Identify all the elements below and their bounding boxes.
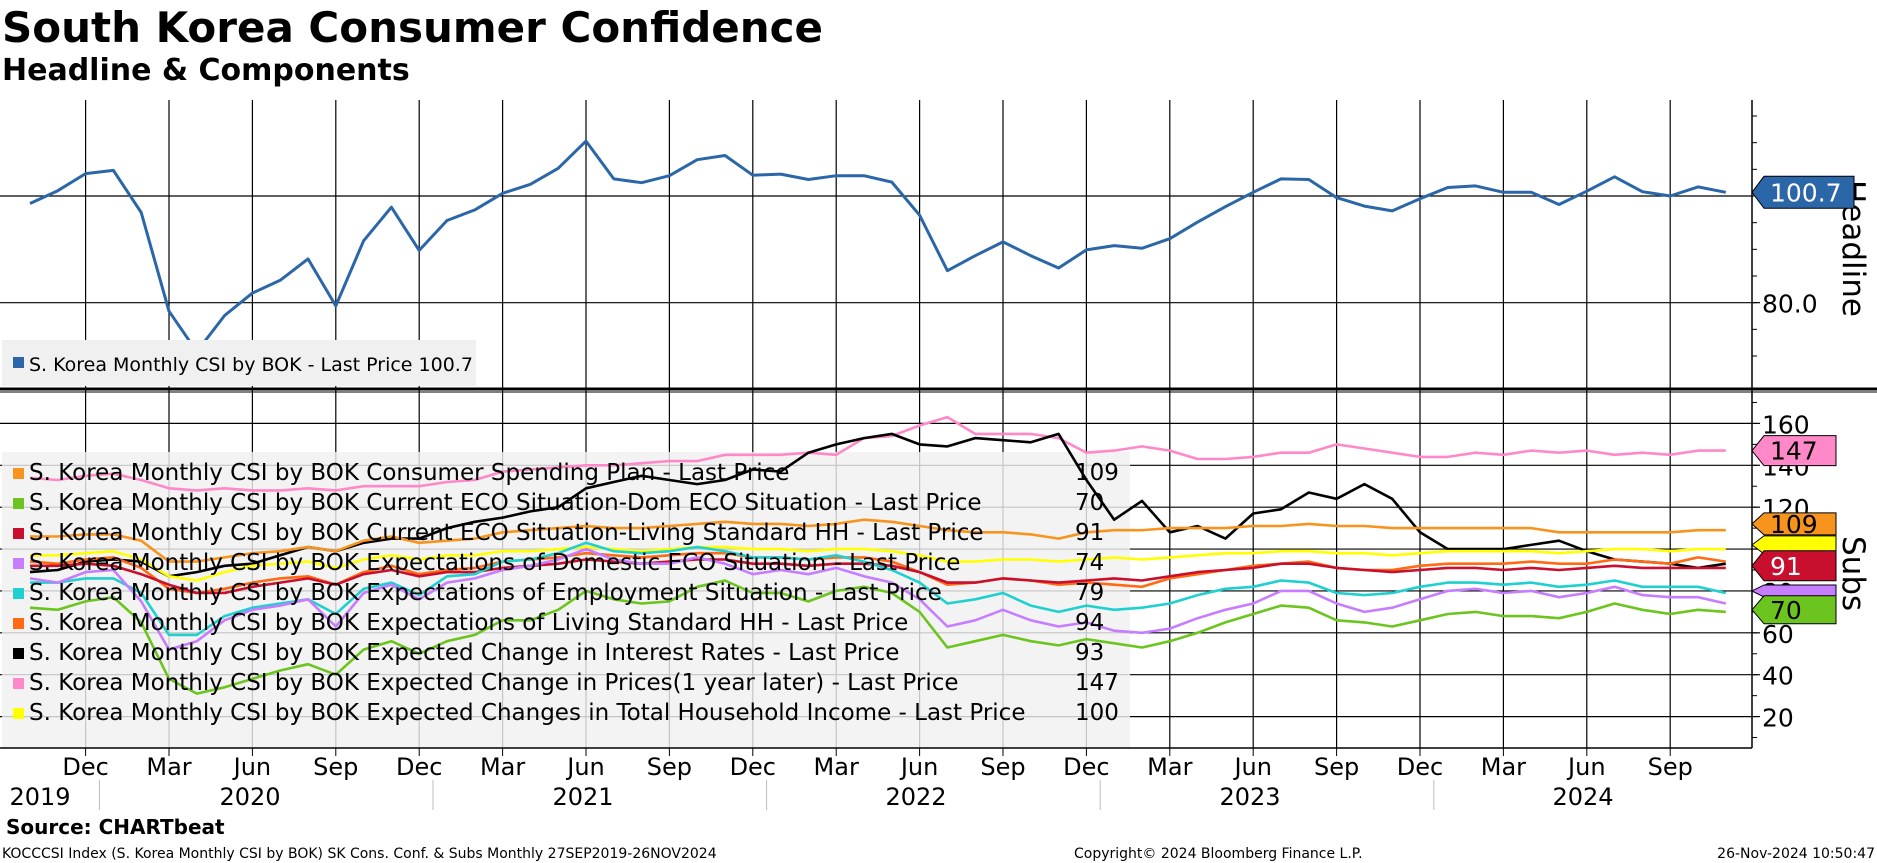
legend-swatch	[13, 468, 24, 479]
legend-swatch	[13, 618, 24, 629]
series-line-s-korea-monthly-csi-by-bok-expectations-of-employment-situation	[30, 541, 1727, 637]
x-month-label: Mar	[814, 753, 859, 781]
x-month-label: Dec	[396, 753, 442, 781]
x-year-label: 2021	[552, 783, 613, 811]
legend-swatch	[13, 588, 24, 599]
last-value-tag: 70	[1751, 595, 1837, 625]
headline-legend-label: S. Korea Monthly CSI by BOK - Last Price…	[29, 354, 473, 376]
x-month-label: Dec	[1397, 753, 1443, 781]
x-month-label: Sep	[1314, 753, 1359, 781]
last-value-tag-text: 100.7	[1770, 178, 1842, 207]
x-month-label: Jun	[1566, 753, 1606, 781]
legend-label-6: S. Korea Monthly CSI by BOK Expected Cha…	[29, 640, 899, 666]
last-value-tag	[1750, 584, 1837, 598]
x-month-label: Sep	[980, 753, 1025, 781]
chart-subtitle: Headline & Components	[2, 53, 410, 88]
series-line-s-korea-monthly-csi-by-bok-expectations-of-domestic-eco-situation	[29, 547, 1727, 651]
series-line-s-korea-monthly-csi-by-bok-expectations-of-living-standard-hh	[29, 551, 1726, 595]
headline-legend-box	[2, 340, 476, 386]
legend-swatch	[13, 498, 24, 509]
x-month-label: Mar	[1147, 753, 1192, 781]
series-line-s-korea-monthly-csi-by-bok	[29, 139, 1727, 354]
legend-label-1: S. Korea Monthly CSI by BOK Current ECO …	[29, 490, 982, 516]
series-line-s-korea-monthly-csi-by-bok-consumer-spending-plan	[30, 518, 1726, 563]
legend-label-5: S. Korea Monthly CSI by BOK Expectations…	[29, 610, 908, 636]
x-month-label: Dec	[730, 753, 776, 781]
legend-value-8: 100	[1075, 700, 1119, 726]
subs-axis-title: Subs	[1835, 536, 1871, 611]
last-value-tag-text: 70	[1770, 596, 1802, 625]
x-month-label: Jun	[565, 753, 605, 781]
legend-value-2: 91	[1075, 520, 1104, 546]
x-year-label: 2022	[885, 783, 946, 811]
y-tick-label: 160	[1762, 410, 1810, 439]
legend-value-1: 70	[1075, 490, 1104, 516]
legend-value-7: 147	[1075, 670, 1119, 696]
timestamp: 26-Nov-2024 10:50:47	[1717, 846, 1875, 862]
x-year-label: 2023	[1219, 783, 1280, 811]
copyright-notice: Copyright© 2024 Bloomberg Finance L.P.	[1074, 846, 1363, 862]
legend-value-3: 74	[1075, 550, 1104, 576]
legend-swatch	[13, 558, 24, 569]
legend-swatch	[13, 357, 24, 368]
series-line-s-korea-monthly-csi-by-bok-expected-changes-in-total-household-income	[30, 545, 1726, 582]
x-month-label: Dec	[1063, 753, 1109, 781]
x-year-label: 2024	[1552, 783, 1613, 811]
legend-label-0: S. Korea Monthly CSI by BOK Consumer Spe…	[29, 460, 789, 486]
last-value-tag: 147	[1751, 435, 1837, 467]
y-tick-label: 80.0	[1762, 290, 1818, 319]
legend-label-7: S. Korea Monthly CSI by BOK Expected Cha…	[29, 670, 959, 696]
y-tick-label: 20	[1762, 704, 1794, 733]
last-value-tag-text: 91	[1770, 552, 1802, 581]
legend-swatch	[13, 678, 24, 689]
x-month-label: Dec	[62, 753, 108, 781]
last-value-tag: 109	[1751, 510, 1837, 539]
last-value-tag: 91	[1751, 550, 1837, 582]
x-month-label: Mar	[480, 753, 525, 781]
x-month-label: Jun	[1232, 753, 1272, 781]
y-tick-label: 40	[1762, 662, 1794, 691]
x-month-label: Jun	[232, 753, 272, 781]
legend-value-0: 109	[1075, 460, 1119, 486]
legend-swatch	[13, 648, 24, 659]
last-value-tag: 100.7	[1751, 175, 1855, 209]
legend-label-2: S. Korea Monthly CSI by BOK Current ECO …	[29, 520, 984, 546]
x-month-label: Mar	[1481, 753, 1526, 781]
legend-label-8: S. Korea Monthly CSI by BOK Expected Cha…	[29, 700, 1025, 726]
x-month-label: Sep	[647, 753, 692, 781]
last-value-tag	[1751, 535, 1837, 555]
x-month-label: Jun	[899, 753, 939, 781]
last-value-tag-text: 147	[1770, 437, 1818, 466]
y-tick-label: 60	[1762, 620, 1794, 649]
x-year-label: 2019	[9, 783, 70, 811]
source-label: Source: CHARTbeat	[6, 815, 225, 839]
last-value-tag-text: 109	[1770, 510, 1818, 539]
legend-value-6: 93	[1075, 640, 1104, 666]
x-month-label: Sep	[1648, 753, 1693, 781]
legend-swatch	[13, 708, 24, 719]
legend-value-4: 79	[1075, 580, 1104, 606]
x-month-label: Sep	[313, 753, 358, 781]
chart-title: South Korea Consumer Confidence	[2, 3, 824, 52]
index-description: KOCCCSI Index (S. Korea Monthly CSI by B…	[2, 846, 717, 862]
legend-value-5: 94	[1075, 610, 1104, 636]
legend-label-3: S. Korea Monthly CSI by BOK Expectations…	[29, 550, 960, 576]
x-month-label: Mar	[146, 753, 191, 781]
legend-label-4: S. Korea Monthly CSI by BOK Expectations…	[29, 580, 942, 606]
legend-swatch	[13, 528, 24, 539]
series-line-s-korea-monthly-csi-by-bok-current-eco-situation-dom-eco-situation	[29, 579, 1726, 695]
x-year-label: 2020	[219, 783, 280, 811]
